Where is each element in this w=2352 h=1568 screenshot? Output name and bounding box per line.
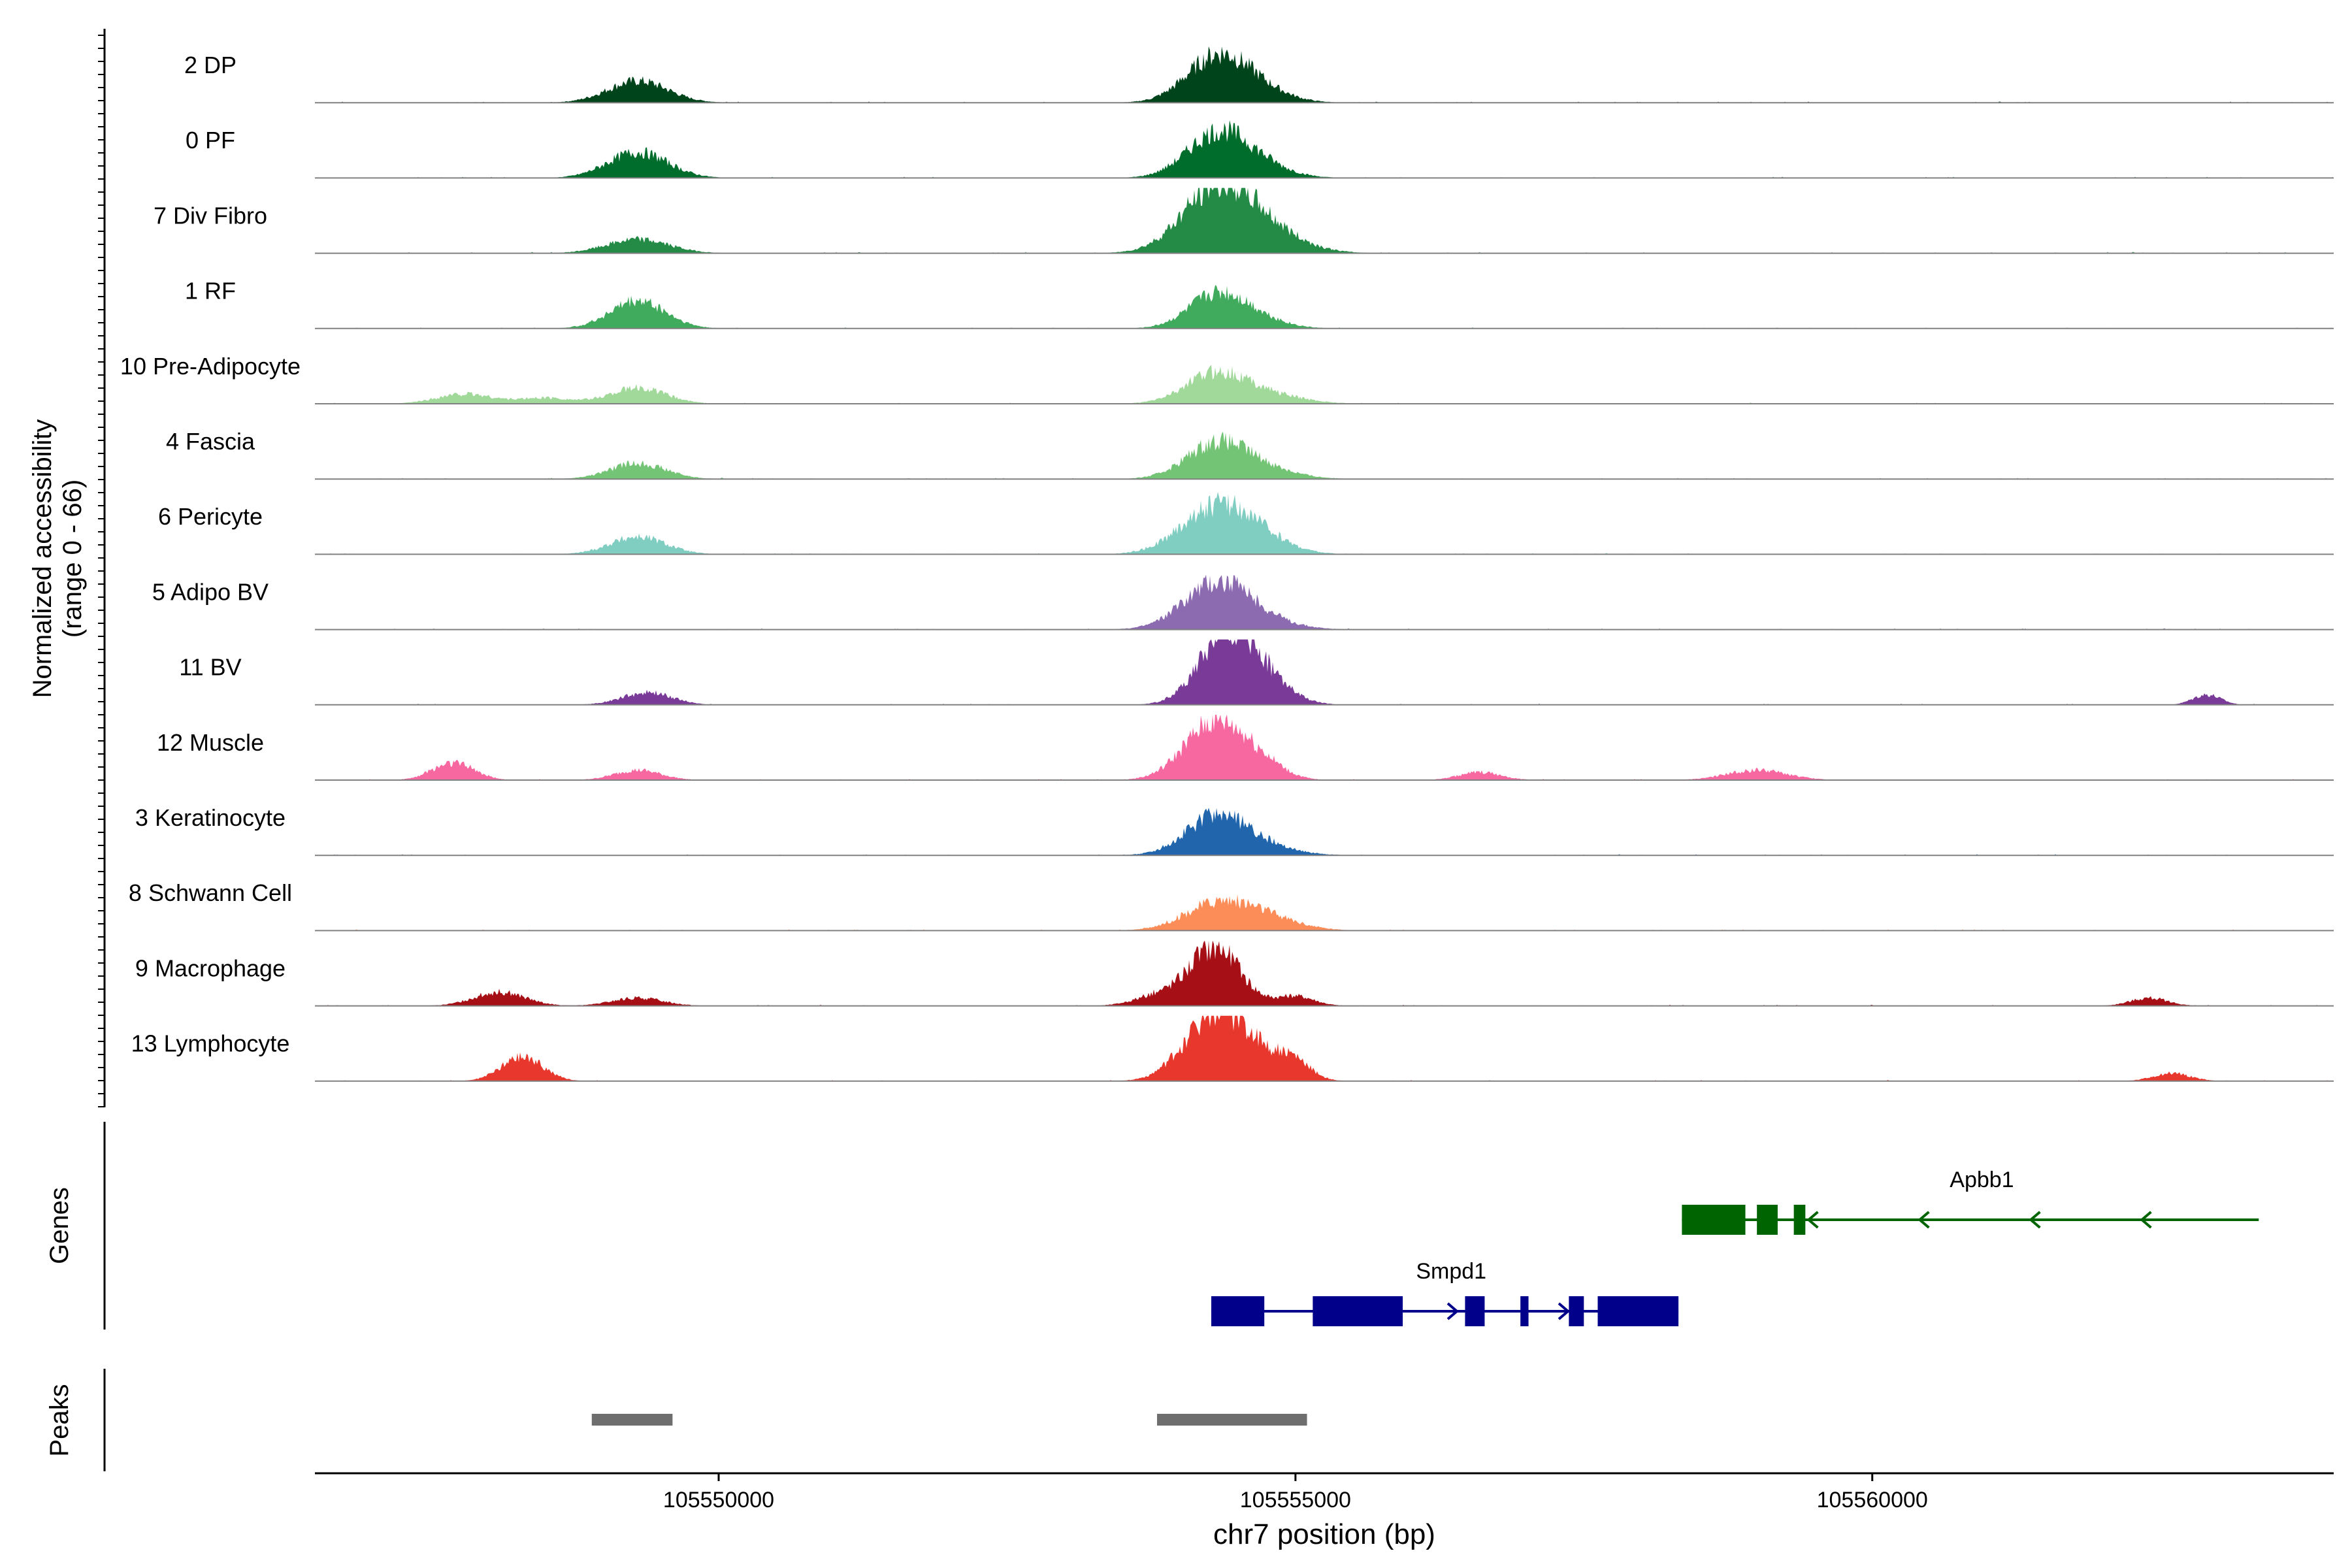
y-axis-label-line2: (range 0 - 66) [58, 480, 87, 638]
track-label: 8 Schwann Cell [129, 879, 292, 906]
coverage-area [315, 431, 2334, 480]
peak-region [1156, 1414, 1307, 1426]
gene-exon [1569, 1296, 1584, 1326]
gene-exon [1682, 1205, 1746, 1235]
coverage-tracks: 2 DP 0 PF 7 Div Fibro 1 RF 10 Pre-Adipocyte 4… [120, 46, 2334, 1082]
track-label: 0 PF [186, 127, 235, 154]
track-11-bv: 11 BV [179, 639, 2334, 706]
track-0-pf: 0 PF [186, 120, 2334, 179]
strand-arrow [1446, 1302, 1460, 1320]
track-4-fascia: 4 Fascia [166, 428, 2334, 480]
coverage-area [315, 285, 2334, 329]
x-axis-label: chr7 position (bp) [1213, 1518, 1435, 1550]
gene-exon [1520, 1296, 1529, 1326]
strand-arrow [1558, 1302, 1571, 1320]
coverage-area [315, 1015, 2334, 1081]
track-2-dp: 2 DP [184, 46, 2334, 104]
axes: Normalized accessibility (range 0 - 66) Ge… [28, 29, 2334, 1550]
peak-track [591, 1414, 1307, 1426]
coverage-area [315, 808, 2334, 856]
track-label: 11 BV [179, 654, 241, 681]
gene-exon [1313, 1296, 1403, 1326]
track-label: 4 Fascia [166, 428, 255, 455]
track-12-muscle: 12 Muscle [157, 715, 2334, 781]
track-label: 3 Keratinocyte [135, 804, 286, 831]
track-label: 7 Div Fibro [154, 202, 267, 229]
strand-arrow [1806, 1211, 1819, 1229]
x-tick-label: 105560000 [1817, 1488, 1928, 1512]
gene-exon [1757, 1205, 1778, 1235]
coverage-area [315, 492, 2334, 555]
track-label: 5 Adipo BV [152, 578, 269, 605]
coverage-area [315, 940, 2334, 1006]
coverage-area [315, 365, 2334, 404]
coverage-area [315, 894, 2334, 931]
coverage-area [315, 715, 2334, 780]
coverage-area [315, 188, 2334, 253]
track-1-rf: 1 RF [185, 278, 2334, 329]
gene-exon [1793, 1205, 1806, 1235]
track-8-schwann-cell: 8 Schwann Cell [129, 879, 2334, 932]
track-label: 10 Pre-Adipocyte [120, 353, 301, 380]
track-7-div-fibro: 7 Div Fibro [154, 188, 2334, 254]
coverage-area [315, 46, 2334, 103]
strand-arrow [1918, 1211, 1930, 1229]
genes-label: Genes [45, 1187, 74, 1264]
x-tick-label: 105550000 [663, 1488, 774, 1512]
track-label: 6 Pericyte [158, 503, 263, 530]
gene-smpd1: Smpd1 [1211, 1259, 1679, 1326]
strand-arrow [2029, 1211, 2041, 1229]
gene-exon [1211, 1296, 1265, 1326]
track-5-adipo-bv: 5 Adipo BV [152, 574, 2334, 630]
coverage-area [315, 639, 2334, 705]
track-3-keratinocyte: 3 Keratinocyte [135, 804, 2334, 857]
y-axis-label-line1: Normalized accessibility [28, 419, 57, 698]
strand-arrow [2140, 1211, 2152, 1229]
coverage-area [315, 574, 2334, 630]
track-label: 13 Lymphocyte [131, 1030, 290, 1057]
gene-track: Apbb1 Smpd1 [1211, 1168, 2259, 1326]
track-label: 1 RF [185, 278, 236, 304]
gene-apbb1: Apbb1 [1682, 1168, 2259, 1235]
gene-name-label: Apbb1 [1950, 1168, 2014, 1192]
track-label: 12 Muscle [157, 729, 264, 756]
track-label: 9 Macrophage [135, 955, 286, 981]
gene-exon [1465, 1296, 1485, 1326]
track-13-lymphocyte: 13 Lymphocyte [131, 1015, 2334, 1082]
coverage-area [315, 120, 2334, 178]
gene-exon [1597, 1296, 1679, 1326]
track-label: 2 DP [184, 52, 237, 78]
track-10-pre-adipocyte: 10 Pre-Adipocyte [120, 353, 2334, 404]
peak-region [591, 1414, 673, 1426]
peaks-label: Peaks [45, 1384, 74, 1456]
x-tick-label: 105555000 [1240, 1488, 1351, 1512]
track-9-macrophage: 9 Macrophage [135, 940, 2334, 1007]
gene-name-label: Smpd1 [1416, 1259, 1486, 1284]
track-6-pericyte: 6 Pericyte [158, 492, 2334, 555]
